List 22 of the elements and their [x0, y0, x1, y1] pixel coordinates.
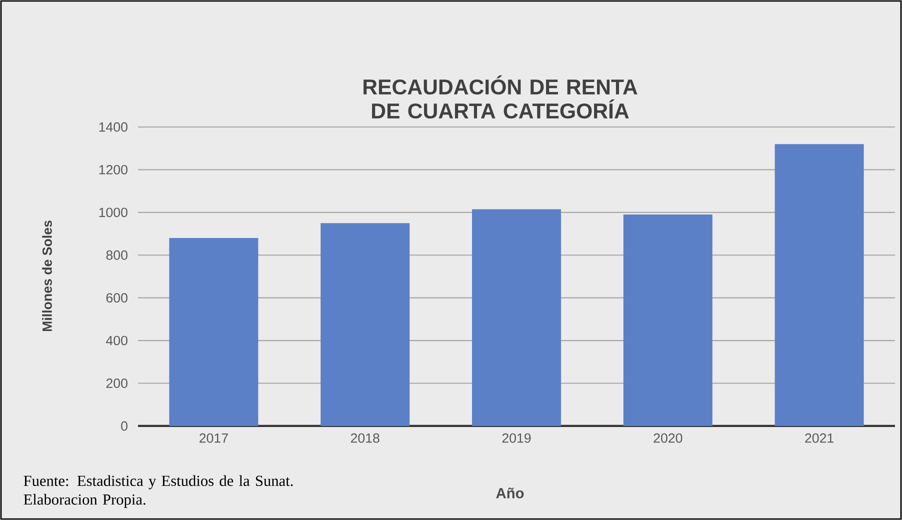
- y-tick-label: 1000: [99, 208, 128, 218]
- y-tick-label: 200: [106, 378, 128, 388]
- source-note: Fuente: Estadistica y Estudios de la Sunat. Elaboracion Propia.: [24, 475, 293, 508]
- chart-title: RECAUDACIÓN DE RENTA DE CUARTA CATEGORÍA: [364, 75, 638, 119]
- y-tick-label: 400: [106, 336, 128, 346]
- x-tick-label: 2018: [350, 433, 380, 443]
- y-tick-label: 1200: [99, 164, 128, 174]
- y-tick-label: 0: [121, 421, 128, 431]
- y-tick-label: 1400: [99, 122, 128, 132]
- y-tick-label: 600: [106, 293, 128, 303]
- y-tick-label: 800: [106, 250, 128, 260]
- bar: [169, 238, 258, 426]
- x-tick-label: 2020: [654, 433, 682, 443]
- bar: [623, 214, 712, 426]
- bar: [472, 209, 562, 426]
- bar: [320, 223, 410, 426]
- x-tick-label: 2017: [200, 433, 228, 443]
- x-tick-label: 2021: [805, 433, 834, 443]
- x-tick-label: 2019: [502, 433, 531, 443]
- x-axis-title: Año: [496, 488, 524, 498]
- bar: [774, 144, 864, 426]
- y-axis-title: Millones de Soles: [42, 220, 52, 332]
